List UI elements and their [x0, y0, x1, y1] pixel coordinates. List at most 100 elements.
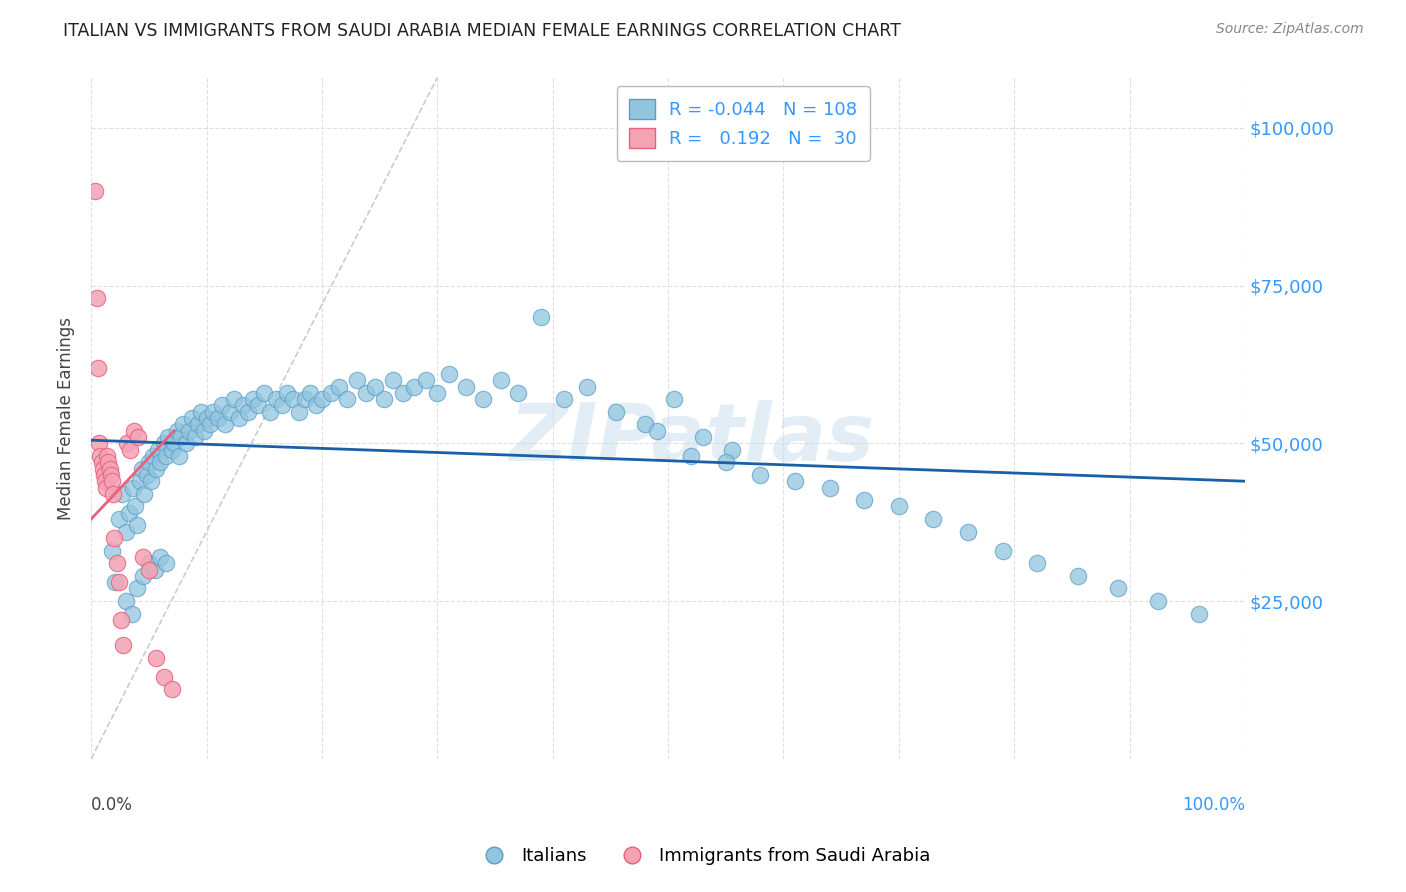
Legend: Italians, Immigrants from Saudi Arabia: Italians, Immigrants from Saudi Arabia	[468, 840, 938, 872]
Point	[91, 461, 114, 475]
Point	[415, 373, 437, 387]
Point	[472, 392, 495, 407]
Point	[202, 405, 225, 419]
Point	[404, 379, 426, 393]
Point	[195, 411, 218, 425]
Text: ZIPatlas: ZIPatlas	[509, 400, 873, 477]
Point	[276, 385, 298, 400]
Point	[426, 385, 449, 400]
Point	[634, 417, 657, 432]
Point	[160, 682, 183, 697]
Point	[247, 399, 270, 413]
Point	[305, 399, 328, 413]
Point	[211, 399, 233, 413]
Point	[163, 436, 186, 450]
Point	[149, 455, 172, 469]
Point	[101, 543, 124, 558]
Point	[149, 549, 172, 564]
Point	[121, 607, 143, 621]
Point	[299, 385, 322, 400]
Point	[172, 417, 194, 432]
Point	[146, 442, 169, 457]
Point	[281, 392, 304, 407]
Point	[114, 524, 136, 539]
Point	[124, 500, 146, 514]
Point	[720, 442, 742, 457]
Point	[103, 531, 125, 545]
Text: Source: ZipAtlas.com: Source: ZipAtlas.com	[1216, 22, 1364, 37]
Point	[120, 442, 142, 457]
Point	[259, 405, 281, 419]
Point	[228, 411, 250, 425]
Point	[105, 556, 128, 570]
Point	[100, 467, 122, 482]
Point	[101, 487, 124, 501]
Point	[887, 500, 910, 514]
Point	[86, 291, 108, 305]
Point	[98, 461, 121, 475]
Point	[118, 506, 141, 520]
Point	[605, 405, 627, 419]
Point	[922, 512, 945, 526]
Point	[749, 467, 772, 482]
Point	[94, 481, 117, 495]
Point	[127, 430, 149, 444]
Point	[138, 562, 160, 576]
Point	[145, 461, 167, 475]
Point	[853, 493, 876, 508]
Point	[1067, 569, 1090, 583]
Point	[288, 405, 311, 419]
Point	[364, 379, 387, 393]
Point	[90, 455, 112, 469]
Point	[89, 449, 111, 463]
Point	[506, 385, 529, 400]
Point	[692, 430, 714, 444]
Point	[155, 449, 177, 463]
Point	[456, 379, 478, 393]
Point	[1147, 594, 1170, 608]
Point	[576, 379, 599, 393]
Point	[174, 436, 197, 450]
Point	[714, 455, 737, 469]
Point	[127, 582, 149, 596]
Legend: R = -0.044   N = 108, R =   0.192   N =  30: R = -0.044 N = 108, R = 0.192 N = 30	[617, 87, 869, 161]
Point	[354, 385, 377, 400]
Point	[93, 467, 115, 482]
Point	[328, 379, 350, 393]
Point	[160, 442, 183, 457]
Point	[112, 638, 135, 652]
Point	[157, 430, 180, 444]
Text: ITALIAN VS IMMIGRANTS FROM SAUDI ARABIA MEDIAN FEMALE EARNINGS CORRELATION CHART: ITALIAN VS IMMIGRANTS FROM SAUDI ARABIA …	[63, 22, 901, 40]
Point	[294, 392, 316, 407]
Point	[111, 487, 134, 501]
Point	[155, 556, 177, 570]
Point	[957, 524, 980, 539]
Point	[179, 424, 201, 438]
Point	[121, 481, 143, 495]
Point	[662, 392, 685, 407]
Point	[143, 562, 166, 576]
Point	[553, 392, 575, 407]
Point	[142, 449, 165, 463]
Point	[190, 405, 212, 419]
Point	[1188, 607, 1211, 621]
Point	[224, 392, 246, 407]
Point	[108, 512, 131, 526]
Point	[373, 392, 395, 407]
Point	[270, 399, 292, 413]
Y-axis label: Median Female Earnings: Median Female Earnings	[58, 317, 75, 520]
Point	[232, 399, 254, 413]
Point	[180, 411, 202, 425]
Point	[681, 449, 703, 463]
Point	[132, 549, 155, 564]
Point	[122, 424, 145, 438]
Point	[236, 405, 259, 419]
Point	[336, 392, 359, 407]
Point	[134, 487, 156, 501]
Point	[1107, 582, 1129, 596]
Point	[437, 367, 460, 381]
Point	[214, 417, 236, 432]
Point	[145, 650, 167, 665]
Point	[104, 575, 127, 590]
Point	[114, 594, 136, 608]
